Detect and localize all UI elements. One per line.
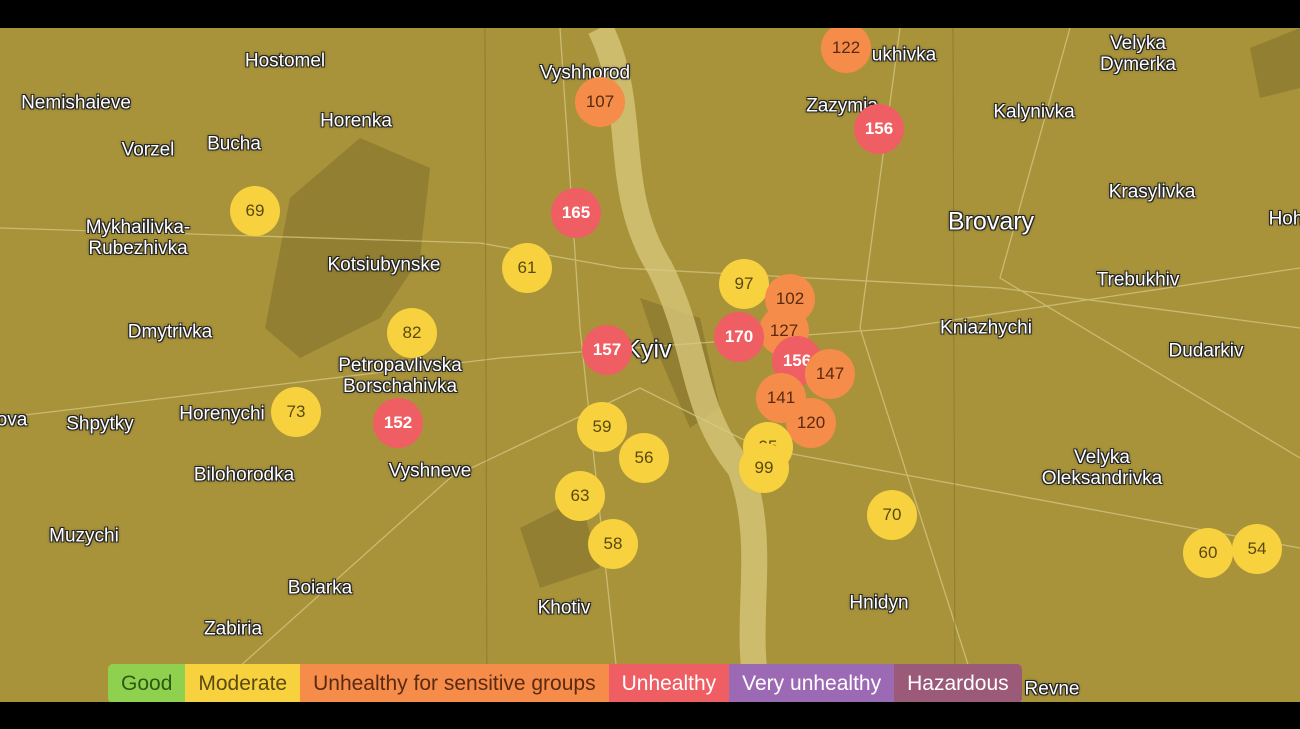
place-label: Hoh [1268,208,1300,230]
aqi-marker[interactable]: 152 [373,398,423,448]
place-label: Bilohorodka [193,464,295,486]
aqi-marker[interactable]: 107 [575,77,625,127]
aqi-marker[interactable]: 156 [854,104,904,154]
place-label: Horenka [320,110,392,132]
place-label: Hostomel [244,50,326,72]
legend-good: Good [108,664,186,702]
place-label: Boiarka [287,577,353,599]
place-label: Kotsiubynske [327,254,441,276]
legend-unhealthy: Unhealthy [608,664,730,702]
place-label: Hnidyn [849,592,909,614]
aqi-marker[interactable]: 70 [867,490,917,540]
place-label: Horenychi [179,403,265,425]
aqi-marker[interactable]: 58 [588,519,638,569]
place-label: Kyiv [624,335,672,364]
aqi-map[interactable]: Hostomel Vyshhorod Nemishaieve Vorzel Bu… [0,28,1300,702]
place-label: Khotiv [537,597,591,619]
place-label: Muzychi [49,525,119,547]
legend-usg: Unhealthy for sensitive groups [300,664,609,702]
place-label: Krasylivka [1108,181,1196,203]
place-label: Mykhailivka- Rubezhivka [85,217,191,259]
aqi-marker[interactable]: 69 [230,186,280,236]
place-label: Velyka Oleksandrivka [1041,447,1163,489]
place-label: Kniazhychi [940,317,1032,339]
aqi-marker[interactable]: 56 [619,433,669,483]
place-label: Revne [1024,678,1080,700]
place-label: ukhivka [871,44,937,66]
place-label: Dudarkiv [1168,340,1244,362]
place-label: Dmytrivka [127,321,213,343]
place-label: Vyshneve [388,460,472,482]
place-label: ova [0,409,28,431]
place-label: Nemishaieve [21,92,131,114]
place-label: Brovary [947,207,1035,236]
legend-moderate: Moderate [185,664,301,702]
place-label: Shpytky [66,413,134,435]
aqi-marker[interactable]: 120 [786,398,836,448]
aqi-marker[interactable]: 141 [756,373,806,423]
place-label: Velyka Dymerka [1099,33,1177,75]
aqi-marker[interactable]: 82 [387,308,437,358]
aqi-marker[interactable]: 54 [1232,524,1282,574]
aqi-marker[interactable]: 61 [502,243,552,293]
place-label: Zabiria [203,618,263,640]
place-label: Petropavlivska Borschahivka [338,355,462,397]
place-label: Kalynivka [993,101,1075,123]
aqi-marker[interactable]: 147 [805,349,855,399]
legend-hazardous: Hazardous [894,664,1022,702]
aqi-marker[interactable]: 63 [555,471,605,521]
place-label: Trebukhiv [1096,269,1180,291]
map-base [0,28,1300,702]
aqi-marker[interactable]: 59 [577,402,627,452]
aqi-marker[interactable]: 97 [719,259,769,309]
aqi-legend: Good Moderate Unhealthy for sensitive gr… [108,664,1022,702]
aqi-marker[interactable]: 73 [271,387,321,437]
aqi-marker[interactable]: 122 [821,28,871,73]
aqi-marker[interactable]: 165 [551,188,601,238]
legend-very-unhealthy: Very unhealthy [729,664,895,702]
place-label: Vorzel [121,139,175,161]
aqi-marker[interactable]: 99 [739,443,789,493]
aqi-marker[interactable]: 60 [1183,528,1233,578]
place-label: Bucha [207,133,261,155]
aqi-marker[interactable]: 157 [582,325,632,375]
aqi-marker[interactable]: 170 [714,312,764,362]
